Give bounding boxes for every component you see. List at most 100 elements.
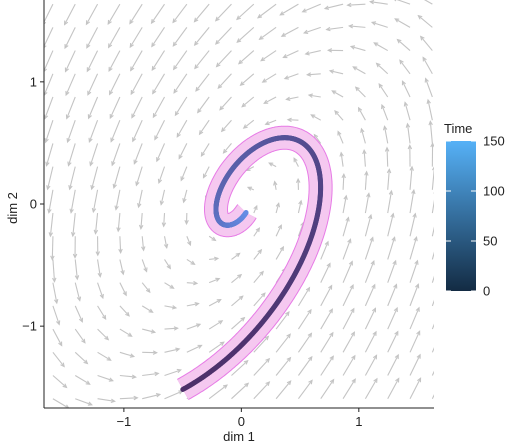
field-arrow <box>378 83 389 98</box>
field-arrow <box>178 143 188 160</box>
field-arrow <box>231 382 250 400</box>
field-arrow <box>70 212 76 238</box>
field-arrow <box>236 3 255 21</box>
x-axis-title: dim 1 <box>223 429 255 444</box>
field-arrow <box>431 192 434 214</box>
legend-tick-label: 50 <box>483 234 497 249</box>
field-arrow <box>231 252 241 260</box>
field-arrow <box>131 96 143 119</box>
field-arrow <box>264 119 277 126</box>
field-arrow <box>152 96 166 119</box>
field-arrow <box>176 119 188 138</box>
field-arrow <box>119 351 136 358</box>
field-arrow <box>97 328 110 341</box>
field-arrow <box>286 117 299 123</box>
field-arrow <box>295 177 301 190</box>
field-arrow <box>208 235 217 242</box>
field-arrow <box>387 259 397 283</box>
field-arrow <box>52 328 63 347</box>
field-arrow <box>129 27 143 49</box>
field-arrow <box>364 260 375 283</box>
field-arrow <box>214 3 232 22</box>
field-arrow <box>320 331 334 353</box>
field-arrow <box>401 80 411 98</box>
field-arrow <box>263 96 277 104</box>
field-arrow <box>326 48 344 53</box>
field-arrow <box>306 72 321 77</box>
field-arrow <box>195 73 210 92</box>
field-arrow <box>66 120 76 144</box>
field-arrow <box>67 143 76 167</box>
field-arrow <box>186 344 203 353</box>
field-arrow <box>119 395 139 401</box>
field-arrow <box>431 347 434 353</box>
field-arrow <box>44 96 54 120</box>
field-arrow <box>297 199 303 214</box>
field-arrow <box>261 73 277 83</box>
field-arrow <box>231 273 243 284</box>
field-arrow <box>97 282 104 300</box>
field-arrow <box>242 119 255 129</box>
field-arrow <box>52 351 65 368</box>
field-arrow <box>87 96 99 120</box>
field-arrow <box>159 189 166 206</box>
x-tick-label: −1 <box>116 414 131 429</box>
field-arrow <box>182 189 188 204</box>
field-arrow <box>44 27 54 49</box>
time-legend: Time 0 50 100 150 <box>444 121 505 299</box>
field-arrow <box>409 283 420 307</box>
field-arrow <box>373 42 388 52</box>
field-arrow <box>164 305 178 310</box>
field-arrow <box>119 328 133 337</box>
field-arrow <box>141 236 146 252</box>
field-arrow <box>69 189 76 214</box>
field-arrow <box>246 186 255 191</box>
field-arrow <box>237 50 255 65</box>
field-arrow <box>386 168 392 190</box>
legend-ticks: 0 50 100 150 <box>446 134 505 299</box>
field-arrow <box>180 166 188 182</box>
field-arrow <box>108 50 121 72</box>
field-arrow <box>109 96 121 120</box>
field-arrow <box>423 0 433 5</box>
field-arrow <box>253 204 258 214</box>
field-arrow <box>141 259 148 273</box>
field-arrow <box>208 277 221 284</box>
field-arrow <box>342 331 355 353</box>
field-arrow <box>161 213 167 228</box>
field-arrow <box>331 90 344 98</box>
field-arrow <box>387 377 400 399</box>
field-arrow <box>86 50 99 73</box>
field-arrow <box>200 143 210 157</box>
field-arrow <box>403 101 411 121</box>
field-arrow <box>422 56 433 75</box>
field-arrow <box>110 119 121 143</box>
field-arrow <box>156 143 166 163</box>
field-arrow <box>302 26 321 35</box>
field-arrow <box>323 3 344 10</box>
field-arrow <box>320 378 335 400</box>
field-arrow <box>231 295 244 307</box>
field-arrow <box>387 283 398 307</box>
field-arrow <box>297 355 313 376</box>
field-arrow <box>328 69 344 75</box>
field-arrow <box>364 283 376 307</box>
field-arrow <box>431 226 434 237</box>
field-arrow <box>253 335 270 353</box>
field-arrow <box>257 3 277 19</box>
field-arrow <box>150 3 165 25</box>
field-arrow <box>362 148 367 167</box>
field-arrow <box>196 96 210 114</box>
field-arrow <box>88 120 99 143</box>
x-tick-label: 0 <box>238 414 245 429</box>
field-arrow <box>431 323 434 330</box>
field-arrow <box>133 143 143 165</box>
field-arrow <box>130 73 143 96</box>
field-arrow <box>370 21 388 28</box>
field-arrow <box>231 316 246 330</box>
field-arrow <box>387 189 394 214</box>
field-arrow <box>253 270 264 284</box>
y-axis-title: dim 2 <box>5 192 20 224</box>
field-arrow <box>297 332 313 353</box>
